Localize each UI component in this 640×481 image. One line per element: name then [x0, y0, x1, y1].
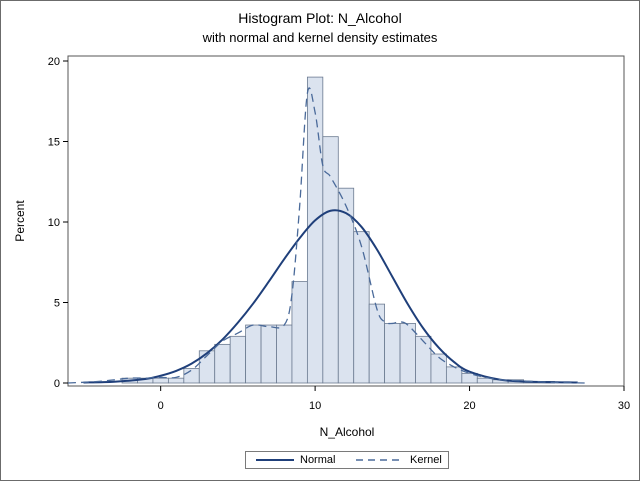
y-tick-label-5: 5: [54, 298, 60, 310]
y-tick-label-0: 0: [54, 378, 60, 390]
histogram-bar-17: [384, 323, 401, 384]
histogram-bar-3: [167, 377, 185, 384]
histogram-bar-18: [399, 323, 416, 384]
y-tick-label-10: 10: [48, 217, 60, 229]
histogram-bar-13: [322, 136, 339, 384]
histogram-bar-8: [245, 324, 262, 384]
x-tick-label-10: 10: [309, 400, 321, 412]
histogram-bar-15: [353, 231, 370, 384]
kernel-curve: [67, 87, 586, 384]
y-tick-label-20: 20: [48, 56, 60, 68]
histogram-bar-20: [430, 353, 447, 384]
histogram-bar-9: [260, 324, 277, 384]
chart-title: Histogram Plot: N_Alcohol: [238, 10, 402, 26]
legend-swatches: [256, 459, 404, 461]
histogram-bar-16: [368, 303, 386, 384]
y-tick-label-15: 15: [48, 137, 60, 149]
histogram-bar-4: [183, 368, 200, 384]
x-axis-label: N_Alcohol: [320, 425, 375, 439]
chart-legend: Normal Kernel: [245, 451, 449, 469]
histogram-bar-11: [291, 281, 308, 384]
x-tick-label-30: 30: [618, 400, 630, 412]
histogram-bar-19: [415, 335, 432, 384]
histogram-bar-6: [214, 343, 231, 384]
histogram-bar-21: [445, 366, 463, 384]
histogram-bar-12: [306, 76, 324, 384]
plot-area: [67, 55, 625, 387]
y-axis-label: Percent: [13, 200, 27, 242]
legend-normal-label: Normal: [300, 454, 336, 466]
x-tick-label-0: 0: [158, 400, 164, 412]
normal-curve: [83, 209, 578, 384]
legend-kernel-label: Kernel: [410, 454, 442, 466]
histogram-bar-2: [152, 377, 169, 384]
chart-subtitle: with normal and kernel density estimates: [202, 30, 438, 45]
histogram-bar-7: [229, 335, 247, 384]
x-tick-label-20: 20: [463, 400, 475, 412]
histogram-bar-10: [276, 324, 293, 384]
